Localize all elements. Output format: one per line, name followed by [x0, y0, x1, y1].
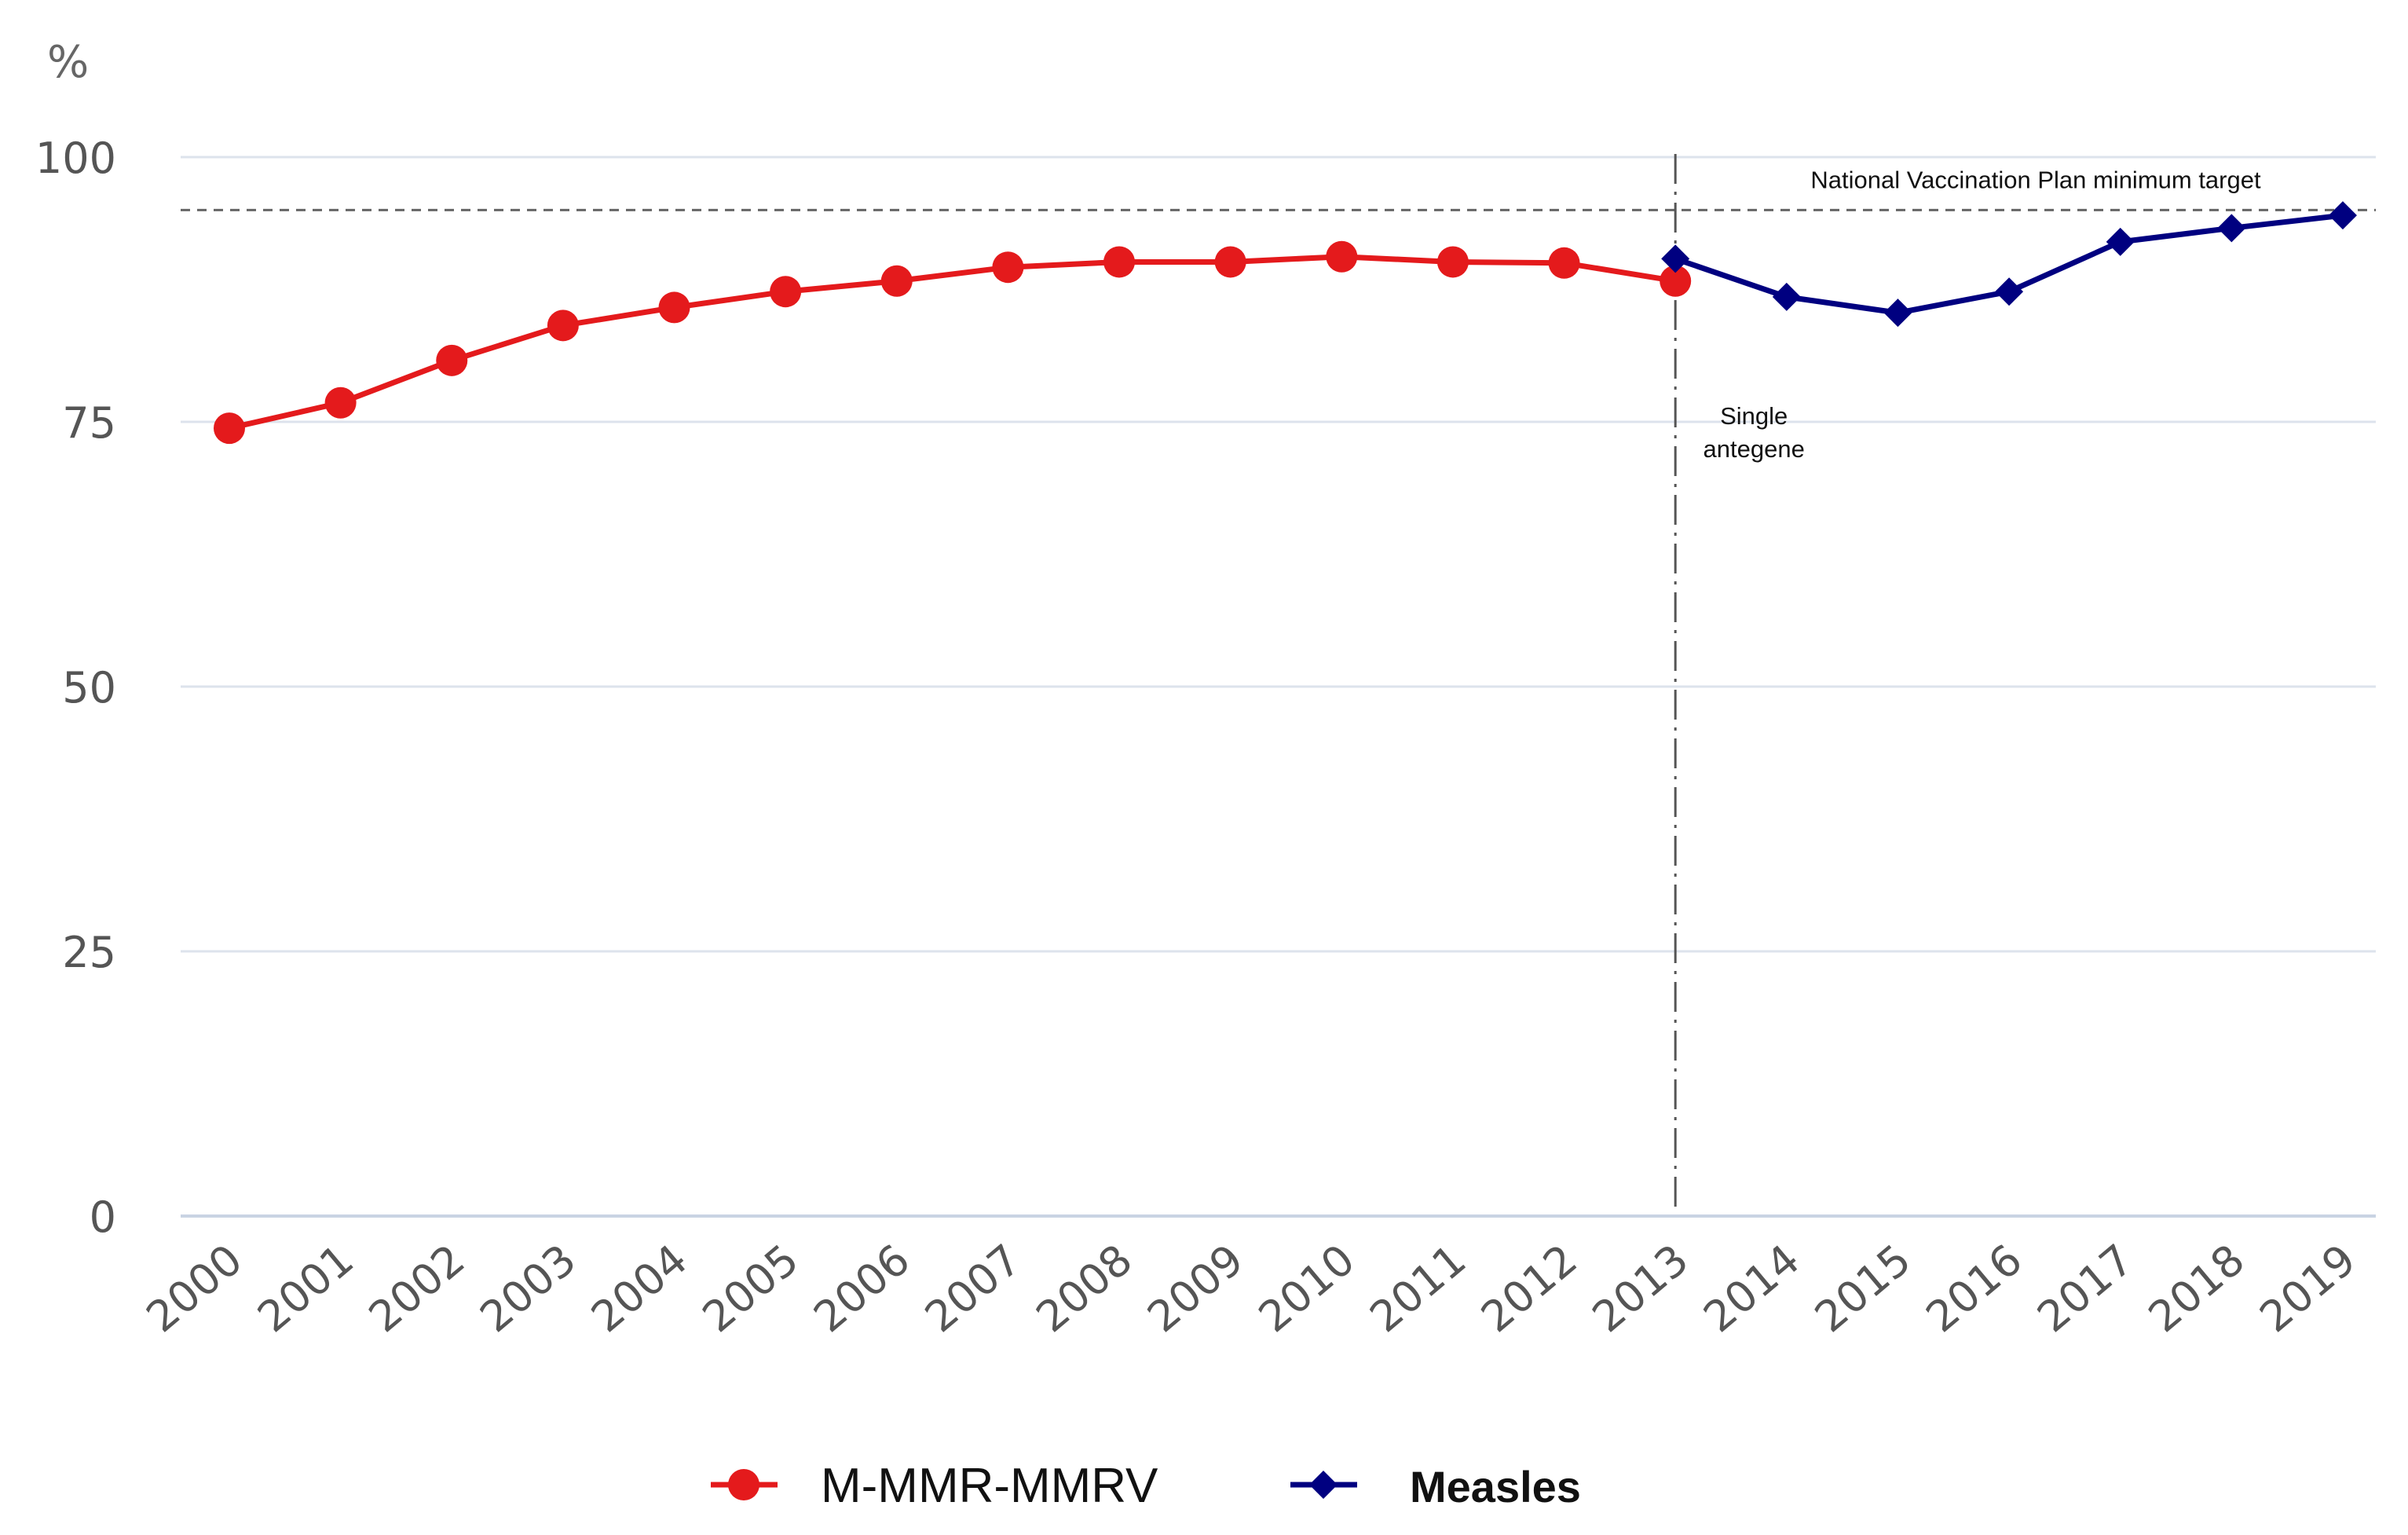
x-axis: 2000200120022003200420052006200720082009… — [137, 1235, 2366, 1343]
legend: M-MMR-MMRV Measles — [711, 1459, 1581, 1513]
x-tick-label: 2006 — [804, 1235, 919, 1343]
data-point — [992, 251, 1024, 284]
data-point — [2106, 227, 2135, 256]
x-tick-label: 2001 — [248, 1235, 363, 1343]
data-point — [1995, 277, 2024, 306]
reference-lines: National Vaccination Plan minimum target… — [181, 154, 2376, 1214]
x-tick-label: 2008 — [1027, 1235, 1142, 1343]
data-point — [1326, 240, 1358, 273]
data-point — [214, 412, 245, 445]
x-tick-label: 2007 — [916, 1235, 1030, 1343]
legend-marker-2 — [1309, 1471, 1338, 1499]
x-tick-label: 2011 — [1361, 1235, 1476, 1343]
x-tick-label: 2003 — [470, 1235, 585, 1343]
x-tick-label: 2018 — [2139, 1235, 2254, 1343]
data-point — [1214, 246, 1246, 278]
y-unit-label: % — [47, 37, 89, 88]
x-tick-label: 2014 — [1694, 1235, 1809, 1343]
x-tick-label: 2004 — [582, 1235, 697, 1343]
data-point — [770, 276, 802, 308]
data-point — [1883, 299, 1912, 328]
x-tick-label: 2009 — [1138, 1235, 1253, 1343]
data-point — [2328, 201, 2357, 230]
x-tick-label: 2019 — [2251, 1235, 2366, 1343]
x-tick-label: 2012 — [1472, 1235, 1586, 1343]
y-tick-label: 25 — [62, 928, 116, 977]
legend-label-1: M-MMR-MMRV — [821, 1459, 1158, 1513]
x-tick-label: 2010 — [1250, 1235, 1364, 1343]
legend-marker-1 — [728, 1469, 759, 1500]
legend-label-2: Measles — [1410, 1462, 1581, 1511]
x-tick-label: 2013 — [1583, 1235, 1698, 1343]
single-antigen-label: Single — [1720, 402, 1788, 430]
data-point — [880, 265, 913, 297]
single-antigen-label: antegene — [1704, 435, 1805, 463]
series-line-1 — [229, 254, 1676, 431]
x-tick-label: 2000 — [137, 1235, 252, 1343]
gridlines — [181, 156, 2376, 1218]
series-layer — [214, 201, 2357, 445]
data-point — [1548, 247, 1580, 279]
data-point — [1661, 244, 1690, 273]
data-point — [547, 310, 579, 342]
x-tick-label: 2017 — [2028, 1235, 2143, 1343]
data-point — [1436, 246, 1469, 278]
y-axis: % 0 25 50 75 100 — [35, 37, 116, 1242]
y-tick-label: 0 — [90, 1192, 116, 1242]
data-point — [658, 291, 690, 324]
data-point — [1772, 282, 1801, 311]
x-tick-label: 2005 — [693, 1235, 808, 1343]
y-tick-label: 50 — [62, 663, 116, 713]
data-point — [2217, 214, 2246, 243]
y-tick-label: 75 — [62, 398, 116, 448]
data-point — [1660, 265, 1692, 297]
x-tick-label: 2016 — [1917, 1235, 2032, 1343]
x-tick-label: 2002 — [360, 1235, 474, 1343]
y-tick-label: 100 — [35, 134, 116, 183]
data-point — [1103, 246, 1136, 278]
data-point — [436, 344, 468, 376]
target-line-label: National Vaccination Plan minimum target — [1810, 166, 2261, 193]
data-point — [324, 386, 357, 419]
x-tick-label: 2015 — [1806, 1235, 1920, 1343]
